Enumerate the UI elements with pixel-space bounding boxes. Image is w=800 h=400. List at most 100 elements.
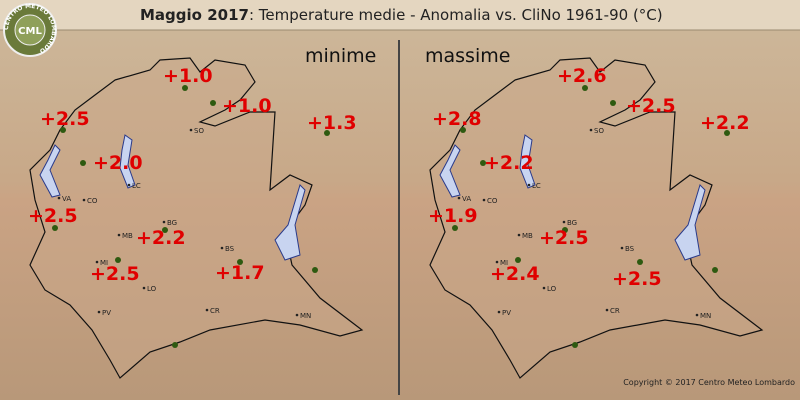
map-panel: SO LC CO VA BG MB BS MI LO CR PV MN minime +1.0 +1.0 +2… [28, 45, 376, 379]
logo: CML CENTRO METEO LOMBARDO [3, 3, 57, 57]
title-bold: Maggio 2017 [140, 6, 249, 24]
panel-label: minime [305, 45, 376, 67]
station-dot [480, 160, 486, 166]
city-label: LC [132, 182, 141, 190]
anomaly-label: +2.5 [40, 108, 90, 130]
anomaly-label: +1.9 [428, 205, 478, 227]
city-dot [517, 233, 521, 237]
station-dot [515, 257, 521, 263]
anomaly-label: +1.0 [222, 95, 272, 117]
station-dot [312, 267, 318, 273]
city-dot [620, 246, 624, 250]
city-dot [457, 196, 461, 200]
anomaly-label: +2.5 [539, 227, 589, 249]
city-dot [497, 310, 501, 314]
city-dot [482, 198, 486, 202]
city-label: LC [532, 182, 541, 190]
city-label: MI [100, 259, 108, 267]
city-label: CR [210, 307, 220, 315]
copyright: Copyright © 2017 Centro Meteo Lombardo [623, 378, 795, 387]
lake [274, 184, 306, 261]
city-label: CR [610, 307, 620, 315]
panel-label: massime [425, 45, 510, 67]
anomaly-label: +1.0 [163, 65, 213, 87]
anomaly-label: +2.8 [432, 108, 482, 130]
station-dot [637, 259, 643, 265]
city-label: SO [594, 127, 604, 135]
city-label: CO [87, 197, 98, 205]
city-label: BS [625, 245, 635, 253]
station-dot [115, 257, 121, 263]
title-rest: : Temperature medie - Anomalia vs. CliNo… [249, 6, 663, 24]
station-dot [582, 85, 588, 91]
lake [39, 144, 61, 198]
station-dot [610, 100, 616, 106]
station-dot [162, 227, 168, 233]
anomaly-label: +2.4 [490, 263, 540, 285]
city-dot [97, 310, 101, 314]
anomaly-label: +2.5 [612, 268, 662, 290]
station-dot [52, 225, 58, 231]
city-label: PV [102, 309, 111, 317]
title: Maggio 2017: Temperature medie - Anomali… [140, 6, 663, 24]
station-dot [210, 100, 216, 106]
map-panel: SO LC CO VA BG MB BS MI LO CR PV MN massime +2.6 +2.5 +… [425, 45, 764, 379]
station-dot [562, 227, 568, 233]
region-outline [29, 57, 364, 379]
station-dot [324, 130, 330, 136]
city-dot [562, 220, 566, 224]
station-dot [712, 267, 718, 273]
anomaly-label: +1.3 [307, 112, 357, 134]
station-dot [724, 130, 730, 136]
region-outline [429, 57, 764, 379]
anomaly-label: +2.0 [93, 152, 143, 174]
city-label: MB [122, 232, 133, 240]
city-label: BG [567, 219, 577, 227]
city-label: BS [225, 245, 235, 253]
city-dot [189, 128, 193, 132]
anomaly-label: +2.2 [484, 152, 534, 174]
city-label: CO [487, 197, 498, 205]
anomaly-label: +2.5 [626, 95, 676, 117]
station-dot [460, 127, 466, 133]
city-label: VA [62, 195, 71, 203]
city-label: PV [502, 309, 511, 317]
city-dot [57, 196, 61, 200]
anomaly-label: +2.5 [28, 205, 78, 227]
lake [119, 134, 136, 189]
city-dot [82, 198, 86, 202]
city-dot [205, 308, 209, 312]
station-dot [572, 342, 578, 348]
city-dot [117, 233, 121, 237]
city-label: MI [500, 259, 508, 267]
city-dot [605, 308, 609, 312]
city-dot [542, 286, 546, 290]
anomaly-label: +1.7 [215, 262, 265, 284]
station-dot [60, 127, 66, 133]
city-label: LO [547, 285, 557, 293]
station-dot [182, 85, 188, 91]
anomaly-label: +2.6 [557, 65, 607, 87]
lake [674, 184, 706, 261]
station-dot [237, 259, 243, 265]
city-label: MN [700, 312, 711, 320]
city-label: SO [194, 127, 204, 135]
city-dot [162, 220, 166, 224]
lake [519, 134, 536, 189]
lake [439, 144, 461, 198]
city-label: BG [167, 219, 177, 227]
city-dot [142, 286, 146, 290]
city-label: MB [522, 232, 533, 240]
logo-center [14, 14, 46, 46]
logo-text: CML [18, 26, 42, 37]
station-dot [452, 225, 458, 231]
city-dot [527, 183, 531, 187]
city-label: MN [300, 312, 311, 320]
anomaly-label: +2.5 [90, 263, 140, 285]
city-dot [695, 313, 699, 317]
city-label: LO [147, 285, 157, 293]
city-dot [495, 260, 499, 264]
station-dot [172, 342, 178, 348]
station-dot [80, 160, 86, 166]
